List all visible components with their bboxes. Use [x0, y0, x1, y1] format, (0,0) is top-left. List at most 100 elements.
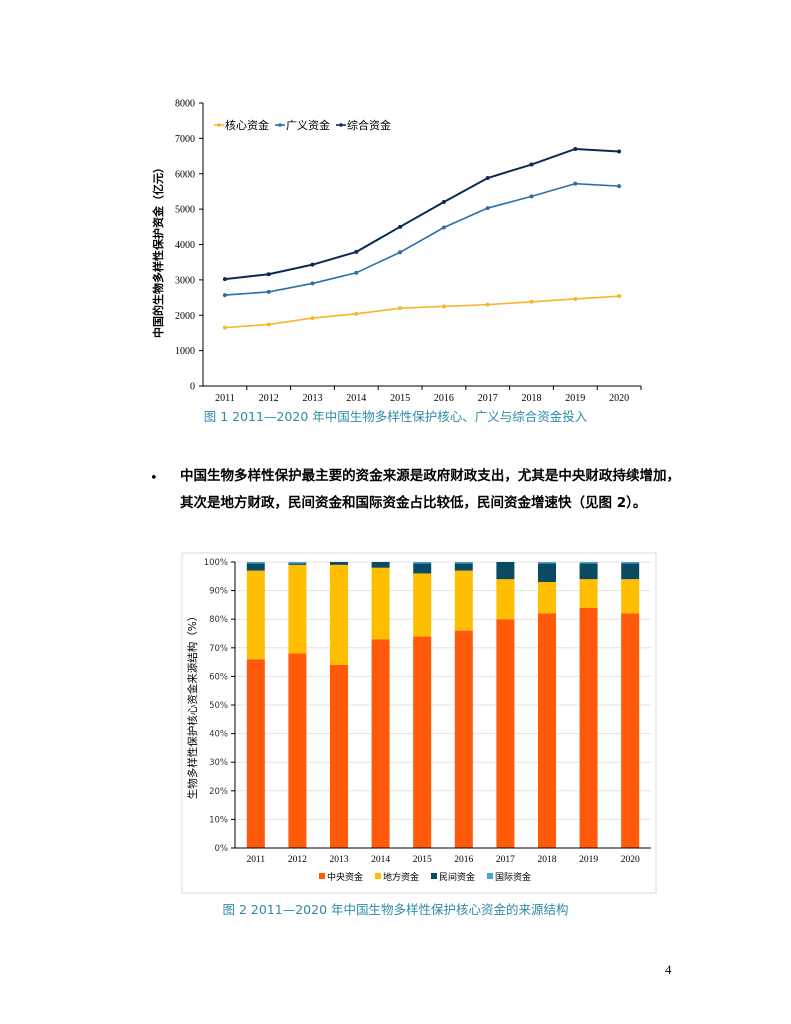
x-tick-label: 2015	[413, 855, 432, 865]
x-tick-label: 2013	[330, 855, 349, 865]
data-point	[485, 302, 490, 307]
x-tick-label: 2014	[346, 393, 366, 404]
data-point	[617, 184, 622, 189]
data-point	[441, 200, 446, 205]
bar-segment	[330, 564, 348, 665]
x-tick-label: 2011	[215, 393, 235, 404]
data-point	[222, 277, 227, 282]
bar-segment	[246, 570, 265, 660]
bar-segment	[371, 562, 390, 568]
y-tick-label: 30%	[209, 758, 228, 768]
bar-segment	[413, 563, 432, 574]
x-tick-label: 2020	[609, 393, 629, 404]
series-line	[224, 147, 620, 281]
page-number: 4	[665, 962, 672, 977]
x-tick-label: 2012	[259, 393, 279, 404]
bar-segment	[246, 562, 265, 564]
bar-segment	[330, 664, 348, 848]
legend-label: 综合资金	[347, 118, 391, 132]
legend-swatch	[375, 873, 381, 879]
data-point	[398, 306, 403, 311]
bar-segment	[371, 639, 390, 848]
bar-segment	[538, 563, 556, 583]
data-point	[354, 249, 359, 254]
y-tick-label: 1000	[175, 346, 195, 357]
x-tick-label: 2019	[579, 855, 598, 865]
bar-segment	[246, 659, 265, 848]
y-tick-label: 3000	[175, 275, 195, 286]
data-point	[529, 162, 534, 167]
data-point	[310, 281, 315, 286]
y-tick-label: 2000	[175, 311, 195, 322]
y-tick-label: 20%	[209, 787, 228, 797]
data-point	[354, 311, 359, 316]
x-tick-label: 2014	[371, 855, 390, 865]
figure-2-caption: 图 2 2011—2020 年中国生物多样性保护核心资金的来源结构	[222, 902, 569, 917]
data-point	[529, 299, 534, 304]
bar-segment	[288, 653, 307, 848]
bar-segment	[288, 564, 307, 654]
bar-segment	[621, 562, 640, 564]
x-tick-label: 2011	[246, 855, 265, 865]
chart2-frame	[181, 552, 657, 894]
x-tick-label: 2015	[390, 393, 410, 404]
bar-segment	[413, 562, 432, 564]
bar-segment	[288, 562, 307, 564]
x-tick-label: 2013	[303, 393, 323, 404]
y-axis-label: 中国的生物多样性保护资金（亿元）	[151, 162, 165, 338]
data-point	[617, 294, 622, 299]
figure-1-caption: 图 1 2011—2020 年中国生物多样性保护核心、广义与综合资金投入	[203, 409, 588, 424]
bar-segment	[579, 562, 598, 564]
bullet-marker: •	[150, 471, 158, 486]
x-tick-label: 2018	[538, 855, 557, 865]
data-point	[354, 270, 359, 275]
data-point	[529, 194, 534, 199]
x-tick-label: 2019	[565, 393, 585, 404]
data-point	[485, 175, 490, 180]
data-point	[573, 146, 578, 151]
data-point	[398, 224, 403, 229]
bar-segment	[413, 573, 432, 637]
y-tick-label: 8000	[175, 99, 195, 110]
x-tick-label: 2016	[434, 393, 454, 404]
data-point	[617, 149, 622, 154]
y-tick-label: 7000	[175, 134, 195, 145]
legend-marker	[278, 123, 282, 127]
bar-segment	[579, 563, 598, 580]
data-point	[222, 293, 227, 298]
legend-label: 国际资金	[495, 871, 531, 883]
bar-segment	[579, 607, 598, 848]
bar-segment	[413, 636, 432, 848]
x-tick-label: 2020	[621, 855, 640, 865]
data-point	[266, 289, 271, 294]
legend-label: 核心资金	[225, 118, 269, 132]
data-point	[266, 322, 271, 327]
bar-segment	[621, 613, 640, 848]
x-tick-label: 2016	[454, 855, 473, 865]
line-chart: 0 1000 2000 3000 4000 5000 6000 7000 8000 2011 201…	[151, 99, 642, 404]
bar-segment	[246, 563, 265, 571]
y-tick-label: 10%	[209, 815, 228, 825]
legend-marker	[217, 123, 221, 127]
legend-swatch	[487, 873, 493, 879]
bar-segment	[538, 613, 556, 848]
bar-segment	[330, 562, 348, 565]
data-point	[310, 262, 315, 267]
data-point	[222, 325, 227, 330]
x-tick-label: 2018	[522, 393, 542, 404]
legend-label: 广义资金	[286, 118, 330, 132]
bar-segment	[621, 579, 640, 614]
data-point	[441, 304, 446, 309]
y-axis-label: 生物多样性保护核心资金来源结构（%）	[186, 611, 199, 799]
x-tick-label: 2012	[288, 855, 307, 865]
data-point	[266, 272, 271, 277]
x-tick-label: 2017	[496, 855, 515, 865]
legend-label: 地方资金	[383, 871, 419, 883]
y-tick-label: 0	[190, 382, 195, 393]
bar-segment	[538, 582, 556, 614]
x-tick-label: 2017	[478, 393, 498, 404]
y-tick-label: 100%	[204, 558, 228, 568]
y-tick-label: 5000	[175, 205, 195, 216]
data-point	[310, 316, 315, 321]
data-point	[573, 296, 578, 301]
